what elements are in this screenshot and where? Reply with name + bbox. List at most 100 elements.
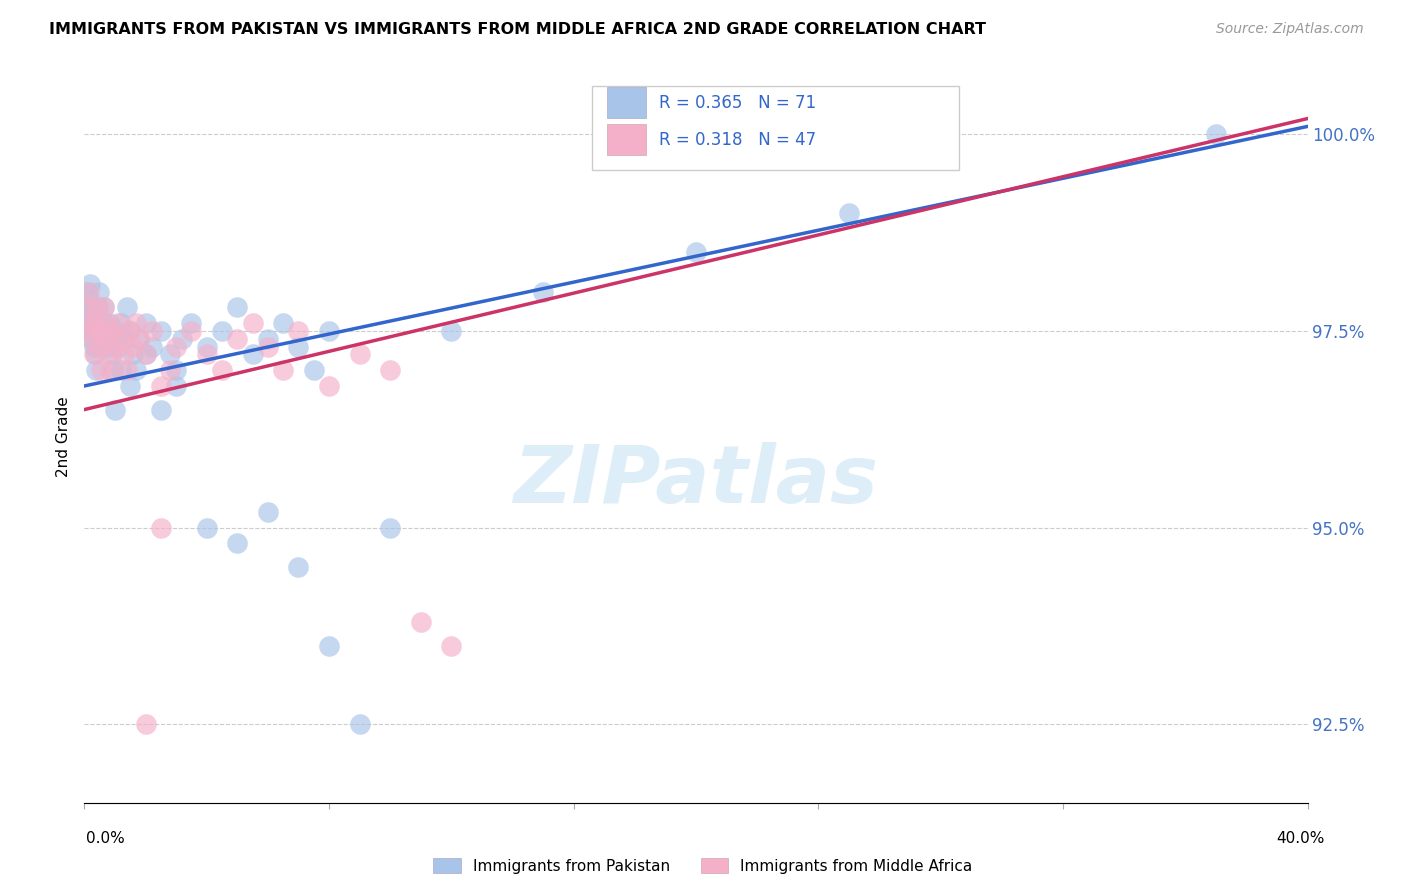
Point bbox=[79, 277, 101, 291]
FancyBboxPatch shape bbox=[592, 86, 959, 170]
Point bbox=[380, 520, 402, 534]
Point bbox=[93, 301, 115, 315]
Point bbox=[110, 363, 132, 377]
Point bbox=[101, 324, 124, 338]
Point bbox=[86, 316, 108, 330]
Point bbox=[685, 245, 707, 260]
Point bbox=[120, 324, 142, 338]
Point bbox=[271, 363, 294, 377]
Point bbox=[165, 340, 187, 354]
Point bbox=[302, 363, 325, 377]
Point bbox=[318, 639, 340, 653]
Point bbox=[87, 324, 110, 338]
Legend: Immigrants from Pakistan, Immigrants from Middle Africa: Immigrants from Pakistan, Immigrants fro… bbox=[427, 852, 979, 880]
Point bbox=[195, 520, 218, 534]
Point bbox=[84, 347, 107, 361]
Text: Source: ZipAtlas.com: Source: ZipAtlas.com bbox=[1216, 22, 1364, 37]
Point bbox=[257, 332, 280, 346]
Point bbox=[287, 340, 309, 354]
Point bbox=[141, 340, 163, 354]
Point bbox=[195, 347, 218, 361]
Point bbox=[135, 347, 157, 361]
Point bbox=[83, 340, 105, 354]
Point bbox=[112, 347, 135, 361]
Point bbox=[242, 316, 264, 330]
Point bbox=[135, 347, 157, 361]
Point bbox=[89, 340, 111, 354]
Point bbox=[107, 340, 129, 354]
Point bbox=[180, 324, 202, 338]
Point bbox=[125, 316, 148, 330]
Point bbox=[120, 379, 142, 393]
Point bbox=[110, 332, 132, 346]
Point bbox=[172, 332, 194, 346]
Point bbox=[159, 363, 181, 377]
Y-axis label: 2nd Grade: 2nd Grade bbox=[56, 397, 72, 477]
Point bbox=[135, 717, 157, 731]
Point bbox=[76, 301, 98, 315]
Point bbox=[149, 324, 172, 338]
Point bbox=[838, 206, 860, 220]
Point bbox=[211, 363, 233, 377]
Point bbox=[94, 316, 117, 330]
Point bbox=[77, 293, 100, 307]
Point bbox=[242, 347, 264, 361]
Point bbox=[98, 363, 121, 377]
Point bbox=[287, 324, 309, 338]
Text: IMMIGRANTS FROM PAKISTAN VS IMMIGRANTS FROM MIDDLE AFRICA 2ND GRADE CORRELATION : IMMIGRANTS FROM PAKISTAN VS IMMIGRANTS F… bbox=[49, 22, 986, 37]
Point bbox=[75, 301, 97, 315]
Point bbox=[91, 324, 114, 338]
Point bbox=[104, 324, 127, 338]
Point bbox=[318, 324, 340, 338]
Point bbox=[110, 316, 132, 330]
Point bbox=[89, 324, 111, 338]
Point bbox=[149, 520, 172, 534]
Point bbox=[112, 332, 135, 346]
Point bbox=[318, 379, 340, 393]
Point bbox=[75, 324, 97, 338]
Point bbox=[80, 332, 103, 346]
Point bbox=[349, 717, 371, 731]
Point bbox=[165, 379, 187, 393]
Point bbox=[531, 285, 554, 299]
Point bbox=[115, 363, 138, 377]
Point bbox=[98, 332, 121, 346]
Point bbox=[79, 316, 101, 330]
Point bbox=[83, 347, 105, 361]
Point bbox=[104, 402, 127, 417]
Point bbox=[107, 316, 129, 330]
Point bbox=[349, 347, 371, 361]
Point bbox=[80, 316, 103, 330]
Point bbox=[96, 340, 118, 354]
Point bbox=[76, 324, 98, 338]
Point bbox=[440, 639, 463, 653]
Point bbox=[87, 301, 110, 315]
Point bbox=[76, 285, 98, 299]
Point bbox=[86, 301, 108, 315]
Point bbox=[287, 559, 309, 574]
Point bbox=[141, 324, 163, 338]
Point bbox=[120, 324, 142, 338]
Point bbox=[93, 301, 115, 315]
Point bbox=[257, 340, 280, 354]
Point bbox=[115, 301, 138, 315]
Point bbox=[271, 316, 294, 330]
Point bbox=[97, 347, 120, 361]
Text: R = 0.318   N = 47: R = 0.318 N = 47 bbox=[659, 130, 817, 149]
Point bbox=[149, 379, 172, 393]
Point bbox=[79, 308, 101, 322]
Point bbox=[97, 316, 120, 330]
Point bbox=[211, 324, 233, 338]
Point bbox=[94, 324, 117, 338]
Point bbox=[87, 285, 110, 299]
Point bbox=[96, 332, 118, 346]
Point bbox=[90, 332, 112, 346]
Point bbox=[135, 316, 157, 330]
Point bbox=[77, 316, 100, 330]
Point bbox=[84, 363, 107, 377]
Text: ZIPatlas: ZIPatlas bbox=[513, 442, 879, 520]
Point bbox=[91, 316, 114, 330]
Point bbox=[125, 363, 148, 377]
Point bbox=[159, 347, 181, 361]
Point bbox=[77, 285, 100, 299]
